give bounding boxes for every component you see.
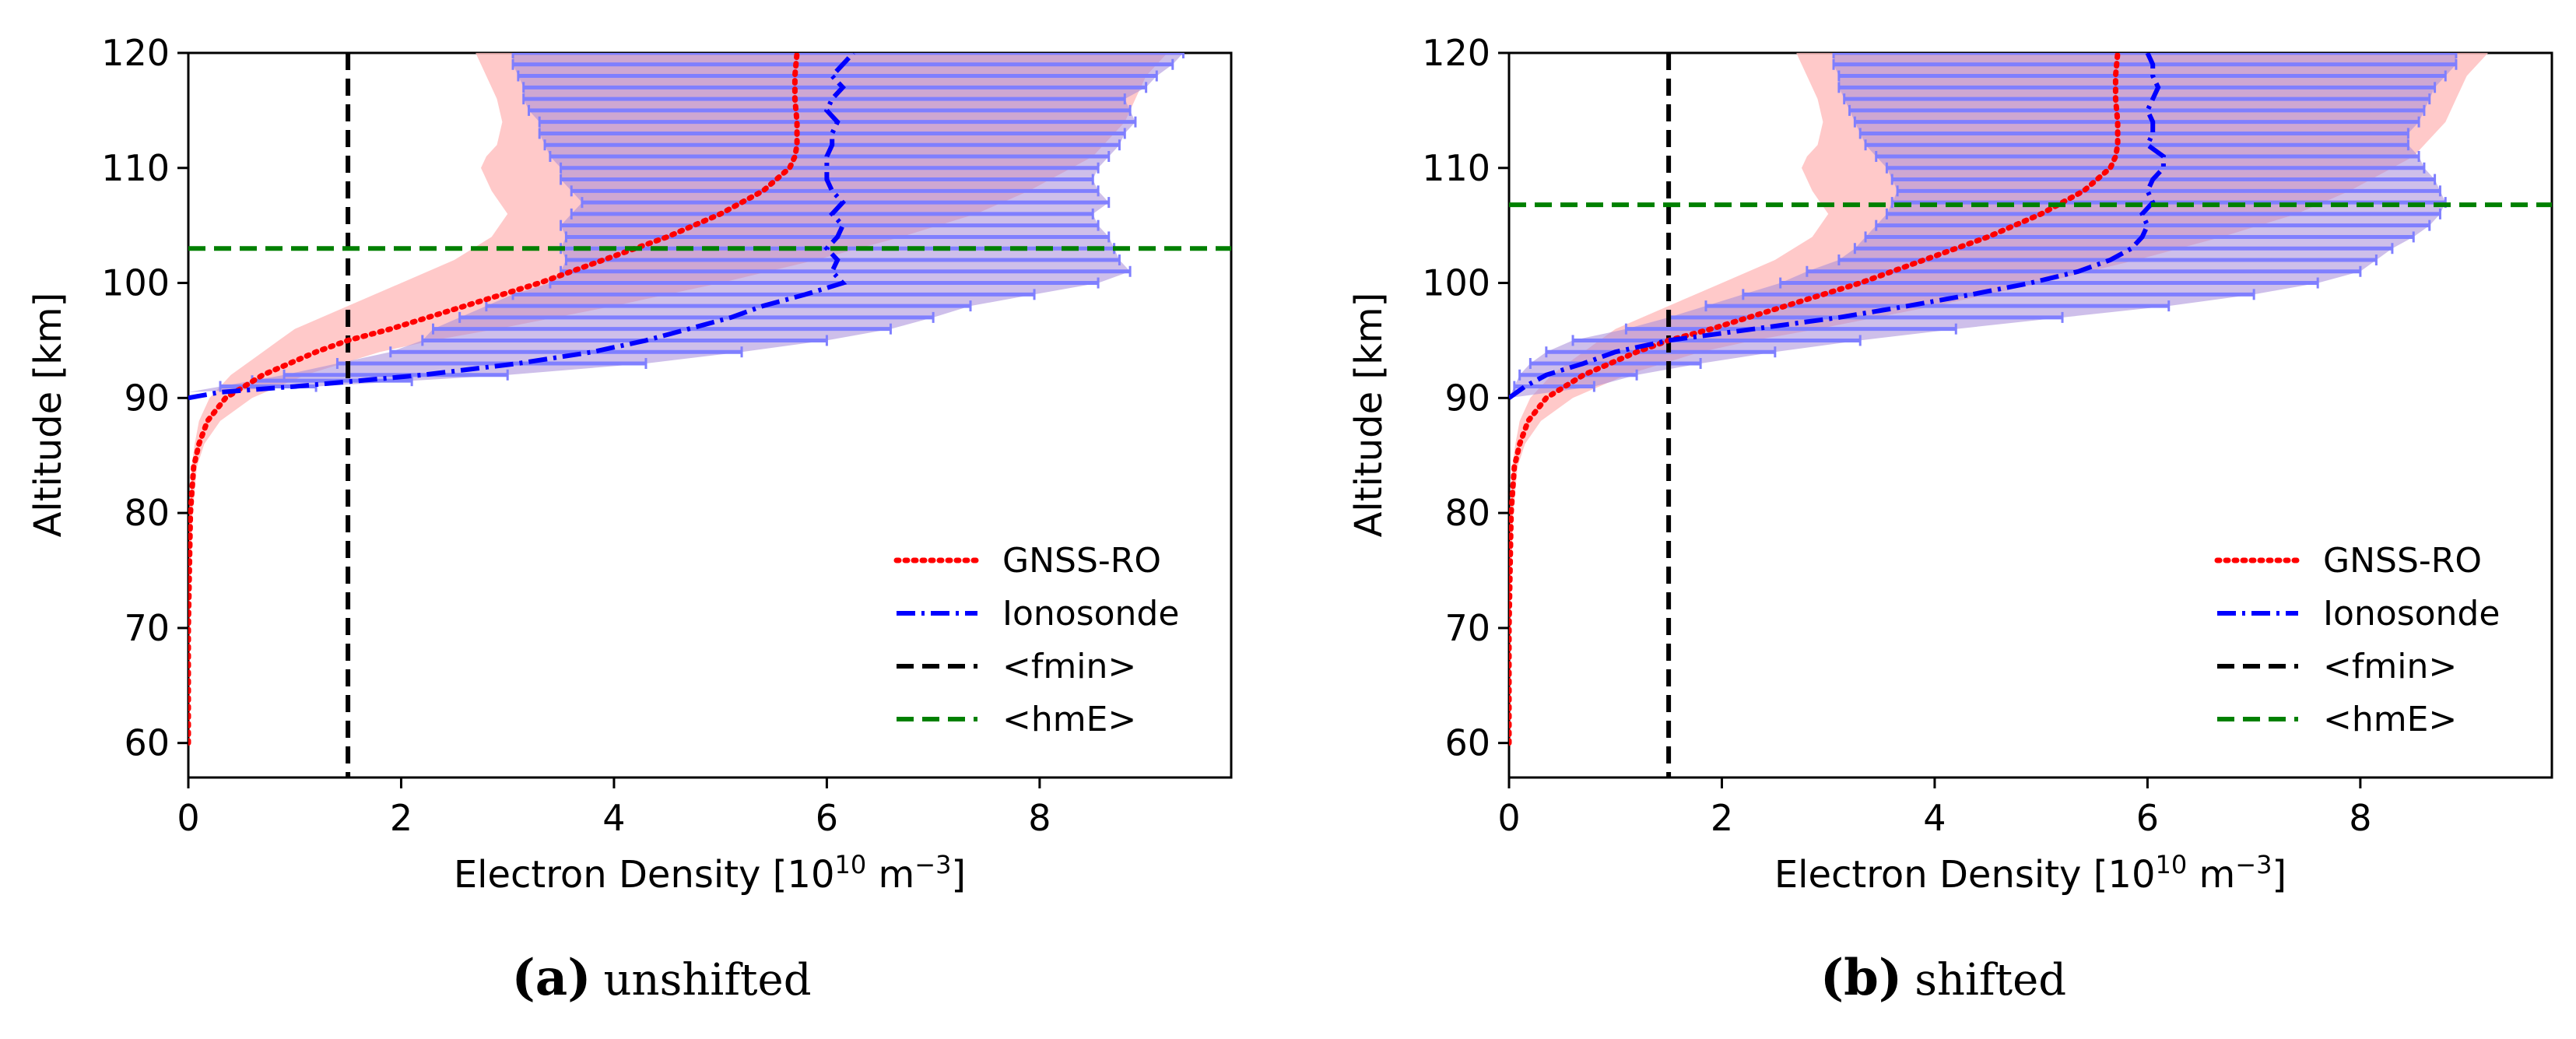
x-tick-label: 2 <box>1711 797 1733 839</box>
legend-label: <fmin> <box>2323 647 2457 686</box>
legend-entry-ionosonde: Ionosonde <box>2217 594 2500 634</box>
chart-panel-a: 0 2 4 6 8 60 70 80 90 100 110 120 Altitude [km] Ele… <box>26 32 1233 1007</box>
x-axis-label-unit-exponent: −3 <box>914 850 951 879</box>
chart-panel-b: 0 2 4 6 8 60 70 80 90 100 110 120 Altitude [km] Ele… <box>1347 32 2553 1007</box>
legend-entry-fmin: <fmin> <box>897 647 1136 686</box>
y-tick-label: 70 <box>124 607 170 649</box>
x-tick-label: 0 <box>1497 797 1520 839</box>
legend-entry-hme: <hmE> <box>897 700 1136 739</box>
x-axis-label-unit-exponent: −3 <box>2235 850 2272 879</box>
x-tick-label: 8 <box>2349 797 2371 839</box>
x-axis-label: Electron Density [1010 m−3] <box>454 850 966 897</box>
legend-label: <fmin> <box>1002 647 1136 686</box>
x-tick-label: 6 <box>2136 797 2159 839</box>
y-tick-label: 100 <box>101 262 170 304</box>
y-tick-label: 80 <box>1444 492 1490 534</box>
ionosonde-profile-line <box>188 53 855 401</box>
panel-caption-text: unshifted <box>603 955 811 1006</box>
x-tick-label: 4 <box>1923 797 1946 839</box>
y-tick-label: 110 <box>101 147 170 189</box>
gnss-ro-profile-line <box>1509 53 2121 746</box>
legend-label: GNSS-RO <box>2323 541 2482 581</box>
legend-label: <hmE> <box>1002 700 1136 739</box>
y-tick-label: 120 <box>101 32 170 74</box>
y-tick-label: 60 <box>1444 722 1490 764</box>
x-axis-label: Electron Density [1010 m−3] <box>1774 850 2286 897</box>
panel-caption-text: shifted <box>1914 955 2066 1006</box>
legend-entry-gnss-ro: GNSS-RO <box>893 541 1161 581</box>
y-tick-label: 70 <box>1444 607 1490 649</box>
y-tick-label: 90 <box>1444 377 1490 419</box>
panel-caption-a: (a) unshifted <box>511 949 811 1007</box>
panel-caption-letter: (a) <box>511 949 591 1007</box>
panel-caption-letter: (b) <box>1820 949 1902 1007</box>
legend-label: Ionosonde <box>1002 594 1179 634</box>
x-tick-label: 4 <box>602 797 625 839</box>
legend-entry-fmin: <fmin> <box>2217 647 2457 686</box>
legend-label: Ionosonde <box>2323 594 2500 634</box>
x-tick-label: 2 <box>390 797 412 839</box>
chart-legend: GNSS-RO Ionosonde <fmin> <hmE> <box>893 541 1179 739</box>
panel-caption-b: (b) shifted <box>1820 949 2066 1007</box>
y-tick-label: 80 <box>124 492 170 534</box>
x-tick-label: 6 <box>816 797 838 839</box>
x-axis-label-exponent: 10 <box>835 850 867 879</box>
legend-label: <hmE> <box>2323 700 2457 739</box>
y-tick-label: 90 <box>124 377 170 419</box>
y-axis-label: Altitude [km] <box>26 293 70 538</box>
legend-entry-ionosonde: Ionosonde <box>897 594 1179 634</box>
x-tick-label: 8 <box>1028 797 1051 839</box>
legend-entry-gnss-ro: GNSS-RO <box>2214 541 2482 581</box>
gnss-ro-profile-line <box>188 53 800 746</box>
x-tick-label: 0 <box>177 797 199 839</box>
plot-marks <box>1509 53 2488 777</box>
chart-legend: GNSS-RO Ionosonde <fmin> <hmE> <box>2214 541 2500 739</box>
legend-label: GNSS-RO <box>1002 541 1161 581</box>
y-axis-label: Altitude [km] <box>1347 293 1391 538</box>
y-tick-label: 120 <box>1422 32 1490 74</box>
x-axis-label-exponent: 10 <box>2156 850 2188 879</box>
y-tick-label: 110 <box>1422 147 1490 189</box>
plot-marks <box>188 53 1184 777</box>
y-tick-label: 100 <box>1422 262 1490 304</box>
y-tick-label: 60 <box>124 722 170 764</box>
legend-entry-hme: <hmE> <box>2217 700 2457 739</box>
